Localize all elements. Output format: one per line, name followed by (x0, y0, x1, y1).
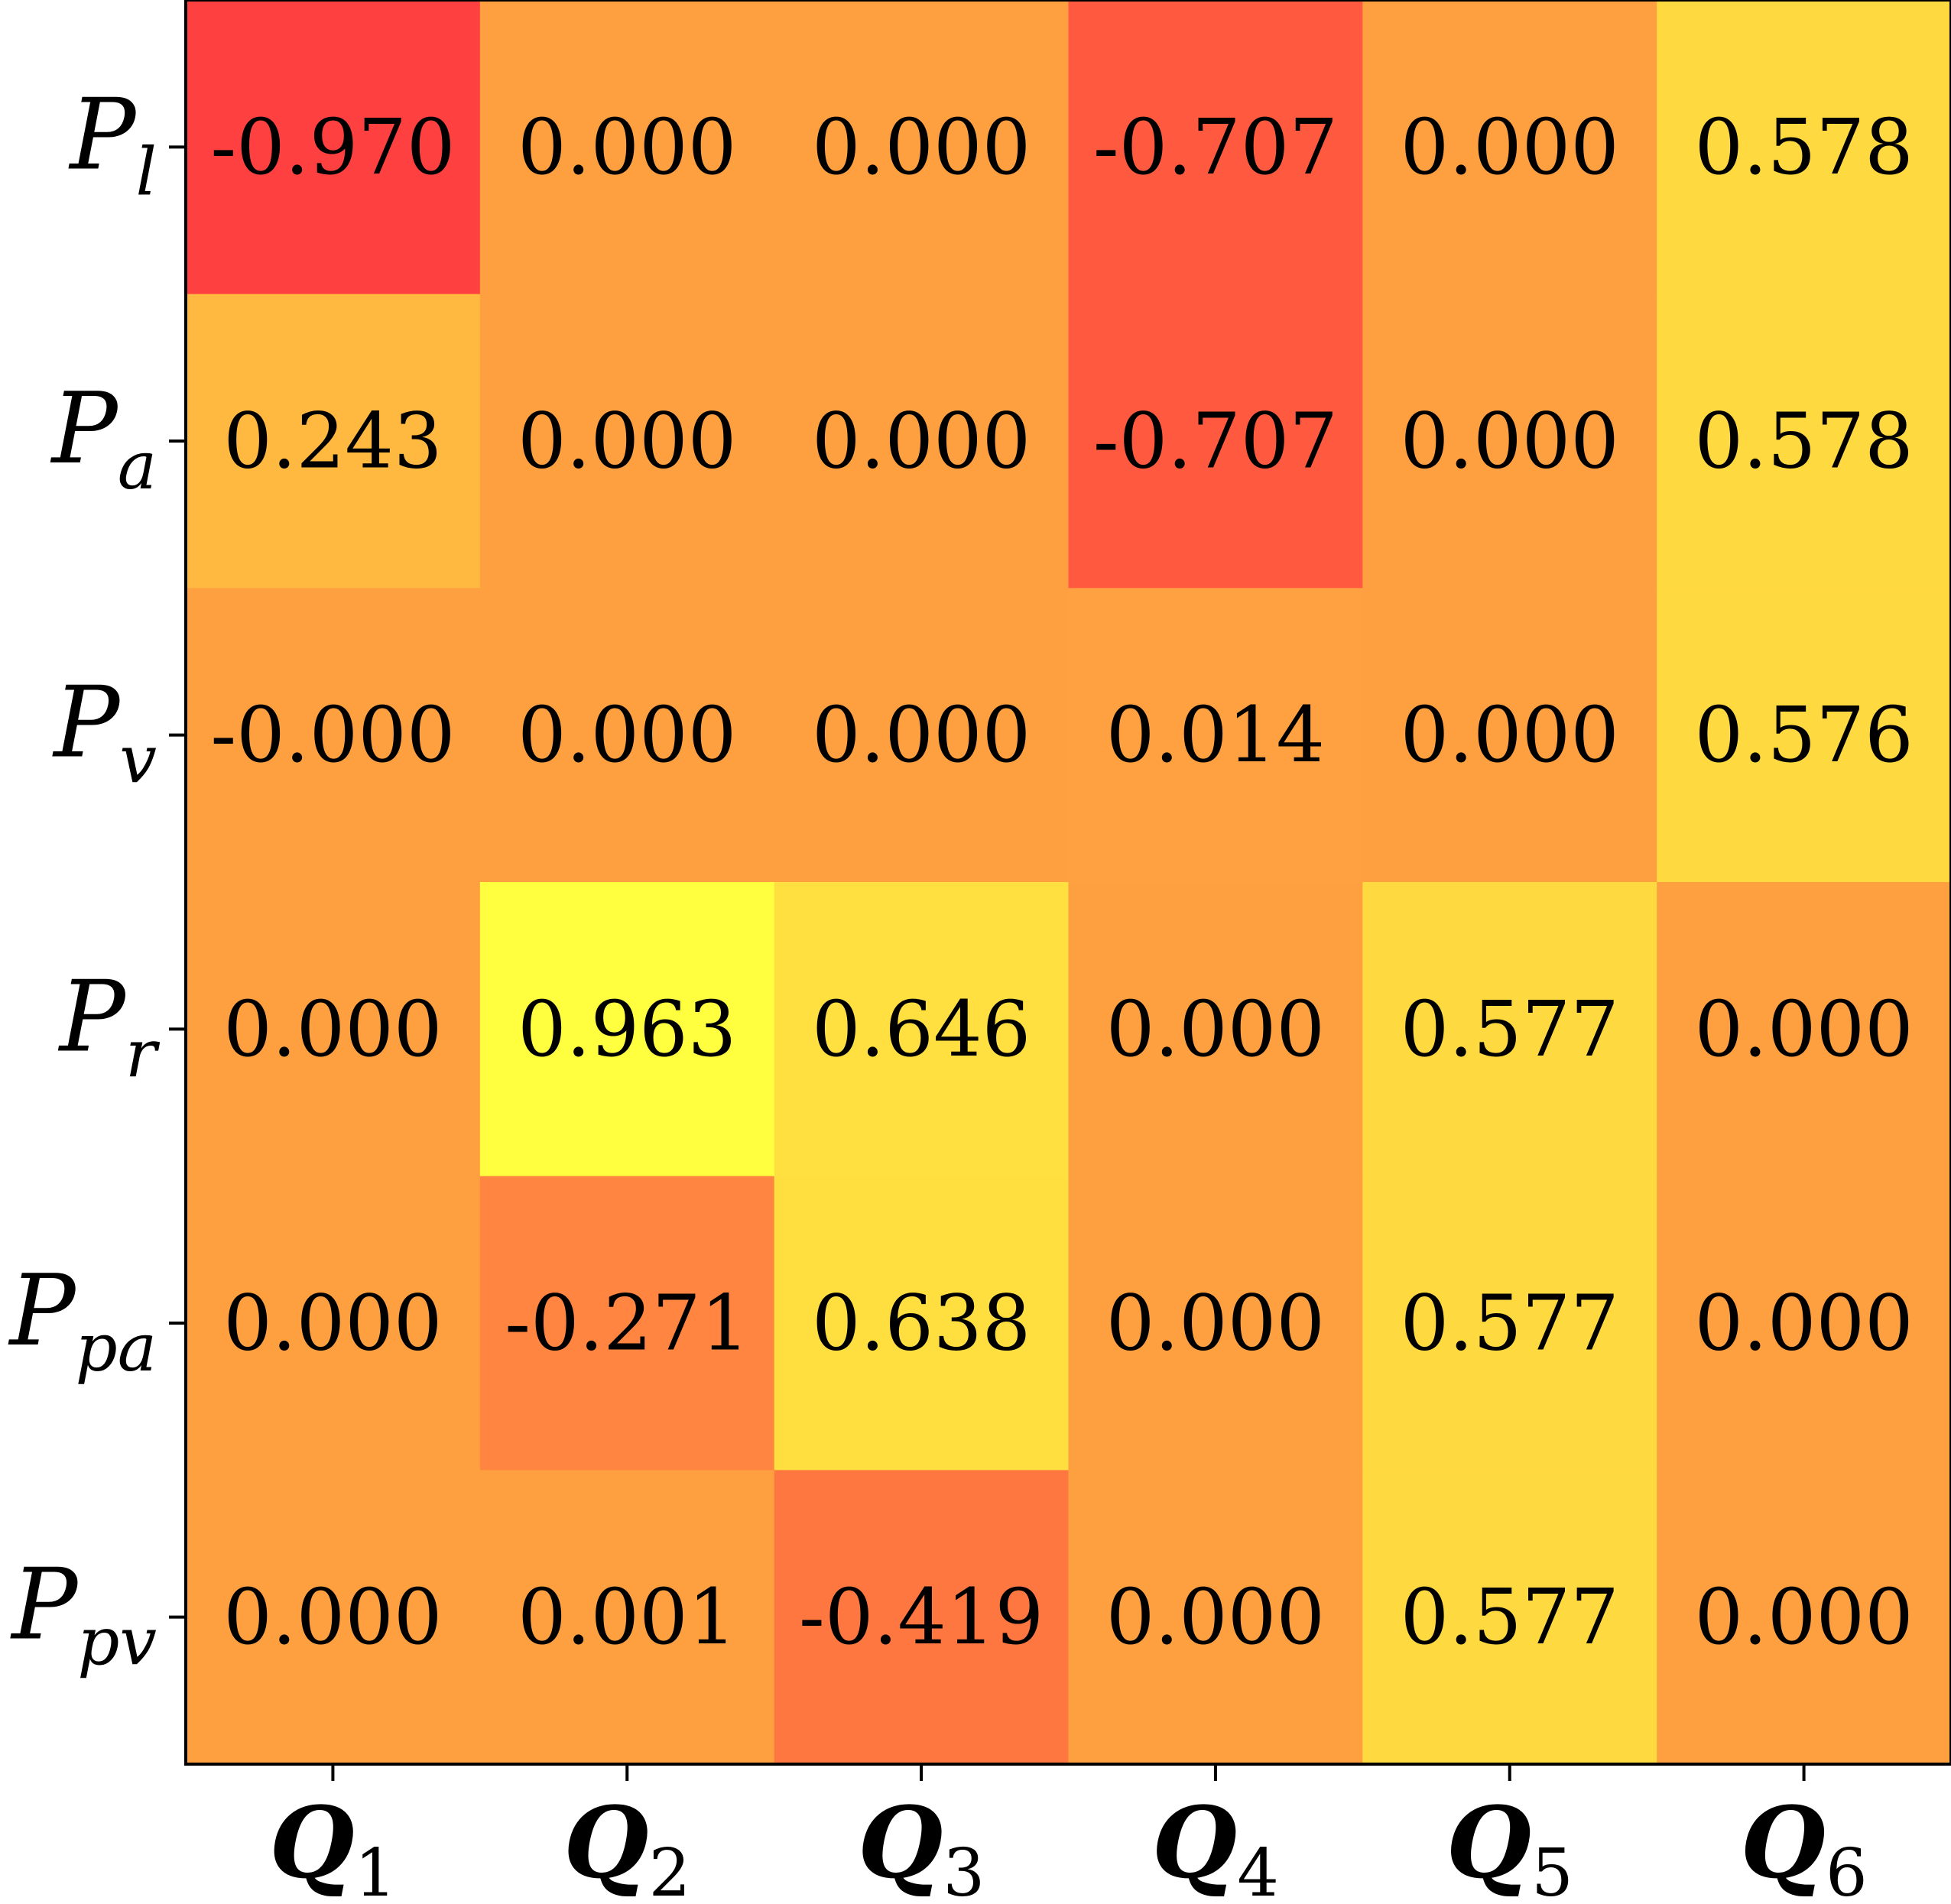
heatmap-cell (479, 588, 775, 883)
heatmap-cell (1362, 1176, 1657, 1471)
x-tick-label: Q3 (858, 1786, 985, 1904)
cell-value-label: 0.000 (812, 102, 1031, 192)
heatmap-cells: -0.970 0.000 0.000 -0.707 0.000 0.578 0.243 0.0… (186, 0, 1951, 1765)
cell-value-label: 0.646 (812, 984, 1031, 1074)
heatmap-cell (186, 588, 481, 883)
cell-value-label: 0.000 (1401, 397, 1619, 486)
cell-value-label: 0.000 (518, 397, 736, 486)
cell-value-label: 0.000 (223, 984, 442, 1074)
heatmap-cell (1657, 588, 1951, 883)
cell-value-label: 0.576 (1694, 690, 1913, 780)
cell-value-label: -0.271 (505, 1279, 749, 1368)
heatmap-cell (774, 1176, 1069, 1471)
heatmap-cell (1657, 0, 1951, 295)
cell-value-label: 0.577 (1401, 1279, 1619, 1368)
heatmap-cell (186, 1470, 481, 1765)
heatmap-cell (479, 294, 775, 589)
heatmap-cell (1362, 882, 1657, 1177)
cell-value-label: 0.963 (518, 984, 736, 1074)
cell-value-label: 0.000 (223, 1279, 442, 1368)
heatmap-cell (774, 882, 1069, 1177)
cell-value-label: 0.000 (1694, 1572, 1913, 1662)
cell-value-label: -0.419 (799, 1572, 1044, 1662)
heatmap-cell (1657, 882, 1951, 1177)
y-tick-label: Pa (50, 372, 157, 504)
cell-value-label: 0.000 (1106, 984, 1325, 1074)
heatmap-cell (1068, 882, 1363, 1177)
cell-value-label: 0.638 (812, 1279, 1031, 1368)
y-tick-label: Pr (58, 960, 161, 1092)
heatmap-cell (774, 0, 1069, 295)
heatmap-cell (186, 0, 481, 295)
heatmap-cell (1362, 0, 1657, 295)
heatmap-cell (186, 1176, 481, 1471)
heatmap-cell (186, 294, 481, 589)
cell-value-label: -0.707 (1093, 102, 1338, 192)
cell-value-label: 0.000 (518, 102, 736, 192)
cell-value-label: 0.577 (1401, 1572, 1619, 1662)
heatmap-cell (1362, 294, 1657, 589)
cell-value-label: 0.000 (1106, 1279, 1325, 1368)
cell-value-label: 0.000 (1106, 1572, 1325, 1662)
x-tick-label: Q4 (1152, 1786, 1279, 1904)
cell-value-label: 0.000 (1694, 984, 1913, 1074)
heatmap-cell (1068, 1176, 1363, 1471)
y-axis: Pl Pa Pv Pr Ppa Ppv (8, 78, 186, 1681)
x-tick-label: Q1 (269, 1786, 396, 1904)
y-tick-label: Ppa (8, 1254, 157, 1387)
plot-frame (184, 0, 1951, 1766)
cell-value-label: 0.577 (1401, 984, 1619, 1074)
cell-value-label: 0.000 (1401, 690, 1619, 780)
cell-value-label: 0.000 (518, 690, 736, 780)
cell-value-label: 0.014 (1106, 690, 1325, 780)
y-tick-label: Pv (52, 667, 157, 799)
cell-value-label: -0.707 (1093, 397, 1338, 486)
heatmap-cell (1068, 588, 1363, 883)
cell-value-label: 0.000 (812, 690, 1031, 780)
heatmap-cell (186, 882, 481, 1177)
y-tick-label: Ppv (10, 1549, 157, 1681)
heatmap-cell (774, 294, 1069, 589)
heatmap-cell (479, 882, 775, 1177)
y-tick-label: Pl (68, 78, 157, 210)
heatmap-cell (479, 1176, 775, 1471)
heatmap-cell (1362, 1470, 1657, 1765)
x-tick-label: Q2 (563, 1786, 690, 1904)
heatmap-cell (1657, 294, 1951, 589)
heatmap-cell (479, 1470, 775, 1765)
heatmap-cell (1068, 294, 1363, 589)
cell-value-label: 0.000 (1694, 1279, 1913, 1368)
cell-value-label: -0.000 (210, 690, 455, 780)
cell-value-label: 0.000 (223, 1572, 442, 1662)
heatmap-cell (1068, 0, 1363, 295)
heatmap-cell (774, 1470, 1069, 1765)
cell-value-label: 0.000 (812, 397, 1031, 486)
heatmap-cell (1362, 588, 1657, 883)
heatmap-cell (774, 588, 1069, 883)
x-tick-label: Q5 (1446, 1786, 1573, 1904)
heatmap-cell (479, 0, 775, 295)
heatmap-cell (1657, 1176, 1951, 1471)
cell-value-label: 0.578 (1694, 102, 1913, 192)
cell-value-label: -0.970 (210, 102, 455, 192)
cell-value-label: 0.000 (1401, 102, 1619, 192)
x-tick-label: Q6 (1740, 1786, 1867, 1904)
heatmap-cell (1068, 1470, 1363, 1765)
cell-value-label: 0.243 (223, 397, 442, 486)
x-axis: Q1 Q2 Q3 Q4 Q5 Q6 (269, 1764, 1868, 1904)
cell-value-label: 0.578 (1694, 397, 1913, 486)
heatmap-cell (1657, 1470, 1951, 1765)
cell-value-label: 0.001 (518, 1572, 736, 1662)
